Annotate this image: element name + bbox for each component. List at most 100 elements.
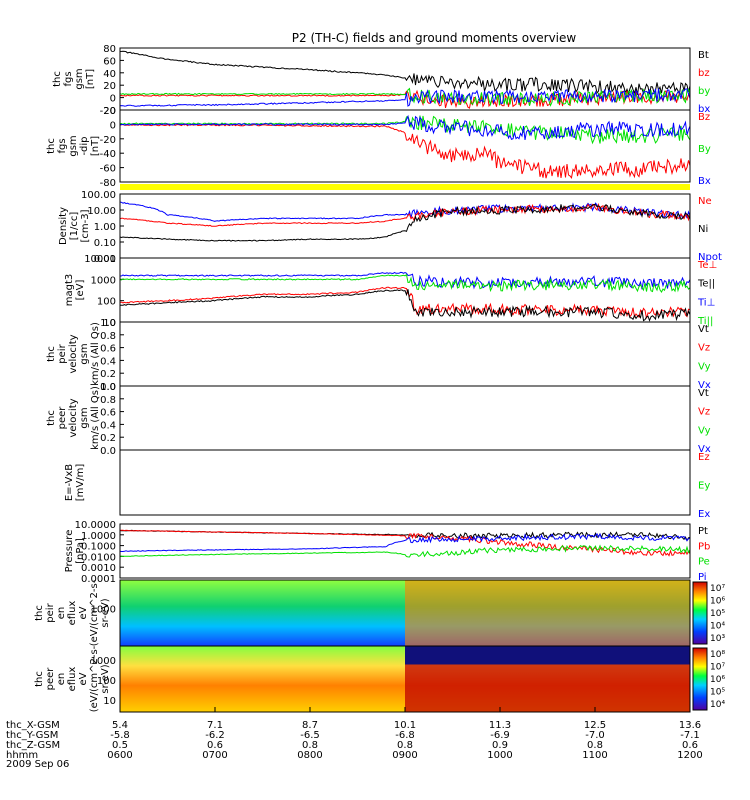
y-tick-label: -60 xyxy=(100,164,116,175)
series-line-by xyxy=(119,87,691,107)
y-axis-label: thcpeerenefluxeV(eV/(cm^2-s-sr-eV) xyxy=(34,645,111,712)
legend-entry: Pe xyxy=(698,557,710,568)
y-tick-label: 80 xyxy=(103,44,116,55)
y-axis-label: thcpeervelocitygsmkm/s (All Qs) xyxy=(46,386,101,450)
x-tick-label: 7.1 xyxy=(207,720,223,731)
legend-entry: by xyxy=(698,86,710,97)
panel-frame xyxy=(119,385,691,451)
y-tick-label: 40 xyxy=(103,69,116,80)
x-tick-label: 0.9 xyxy=(492,740,508,751)
colorbar-tick-label: 10⁷ xyxy=(710,584,725,594)
series-line-Te|| xyxy=(119,289,691,322)
legend-entry: Pb xyxy=(698,541,710,552)
series-line-Ne xyxy=(119,202,691,227)
y-tick-label: 1000 xyxy=(91,605,116,616)
y-tick-label: 1.0 xyxy=(100,318,116,329)
y-axis-label-line: [nPa] xyxy=(75,538,86,564)
x-tick-label: 0600 xyxy=(107,750,132,761)
x-tick-label: 0700 xyxy=(202,750,227,761)
y-axis-label-line: [eV] xyxy=(75,280,86,301)
y-axis-label: magt3[eV] xyxy=(64,274,86,307)
y-tick-label: 0.6 xyxy=(100,408,116,419)
series-line-Bt xyxy=(119,50,691,97)
x-tick-label: 0900 xyxy=(392,750,417,761)
x-tick-label: 1100 xyxy=(582,750,607,761)
y-axis-label-line: km/s (All Qs) xyxy=(90,386,101,450)
x-row-label: hhmm xyxy=(6,750,38,761)
y-axis-label-line: km/s (All Qs) xyxy=(90,322,101,386)
legend-entry: Pt xyxy=(698,526,708,537)
panel-frame xyxy=(119,523,691,579)
panel-9: 10⁷10⁶10⁵10⁴10³1000thcpeirenefluxeV(eV/(… xyxy=(34,579,725,647)
y-axis-label: Pressure[nPa] xyxy=(64,530,86,573)
y-tick-label: 0.6 xyxy=(100,344,116,355)
x-tick-label: 8.7 xyxy=(302,720,318,731)
y-axis-label: thcfgsgsm[nT] xyxy=(52,68,96,89)
y-tick-label: 0.01 xyxy=(94,254,116,265)
panel-frame xyxy=(119,449,691,516)
colorbar-tick-label: 10³ xyxy=(710,634,725,644)
colorbar xyxy=(692,647,708,711)
colorbar-tick-label: 10⁴ xyxy=(710,622,725,632)
series-line-Ni xyxy=(119,203,691,242)
colorbar-tick-label: 10⁶ xyxy=(710,675,725,685)
y-tick-label: 0.1000 xyxy=(81,542,116,553)
x-tick-label: -6.5 xyxy=(300,730,320,741)
y-axis-label: E=-VxB[mV/m] xyxy=(64,464,86,502)
figure-title: P2 (TH-C) fields and ground moments over… xyxy=(292,31,577,45)
y-axis-label-line: [1/cc] xyxy=(69,212,80,241)
y-tick-label: 10.0000 xyxy=(75,520,116,531)
legend-entry: Ez xyxy=(698,452,710,463)
x-tick-label: -6.8 xyxy=(395,730,415,741)
panel-frame xyxy=(119,47,691,111)
y-axis-label-line: Pressure xyxy=(64,530,75,573)
y-tick-label: 0.2 xyxy=(100,433,116,444)
y-tick-label: 10 xyxy=(103,318,116,329)
x-tick-label: 11.3 xyxy=(489,720,511,731)
legend-entry: Ti⊥ xyxy=(697,297,715,308)
colorbar xyxy=(692,581,708,645)
panel-frame xyxy=(119,321,691,387)
y-axis-label-line: Density xyxy=(58,207,69,245)
date-label: 2009 Sep 06 xyxy=(6,759,69,770)
y-axis-label-line: (eV/(cm^2-s- xyxy=(89,645,100,712)
legend-entry: Vy xyxy=(698,425,711,436)
y-axis-label-line: [nT] xyxy=(85,69,96,89)
x-tick-label: -6.2 xyxy=(205,730,225,741)
y-axis-label-line: fgs xyxy=(63,71,74,86)
series-line-Bz xyxy=(119,123,691,179)
legend-entry: Bz xyxy=(698,112,710,123)
x-tick-label: 13.6 xyxy=(679,720,701,731)
x-tick-label: -5.8 xyxy=(110,730,130,741)
series-line-Pb xyxy=(119,529,691,557)
x-tick-label: 1200 xyxy=(677,750,702,761)
y-tick-label: 0.2 xyxy=(100,369,116,380)
x-tick-label: 12.5 xyxy=(584,720,606,731)
x-tick-label: 0.8 xyxy=(587,740,603,751)
x-tick-label: 0.5 xyxy=(112,740,128,751)
x-tick-label: 1000 xyxy=(487,750,512,761)
x-tick-label: 5.4 xyxy=(112,720,128,731)
y-axis-label-line: thc xyxy=(34,605,45,621)
y-tick-label: 0 xyxy=(110,120,116,131)
legend-entry: Te|| xyxy=(697,279,715,290)
y-axis-label-line: gsm xyxy=(68,135,79,156)
series-line-bx xyxy=(119,88,691,107)
y-axis-label-line: [mV/m] xyxy=(75,464,86,502)
series-line-Pe xyxy=(119,544,691,558)
colorbar-tick-label: 10⁶ xyxy=(710,597,725,607)
y-axis-label-line: en xyxy=(56,673,67,686)
y-tick-label: 10 xyxy=(103,696,116,707)
y-axis-label-line: fgs xyxy=(57,138,68,153)
y-tick-label: 10.00 xyxy=(87,206,116,217)
panel-4: 10000 1000 100 10 magt3[eV] Te⊥ Te|| Ti⊥ Ti|| xyxy=(64,254,717,329)
legend-entry: bz xyxy=(698,68,710,79)
colorbar-tick-label: 10⁸ xyxy=(710,650,725,660)
legend-entry: Ex xyxy=(698,509,710,520)
spectrogram-region xyxy=(405,580,690,646)
y-tick-label: 1.00 xyxy=(94,222,116,233)
y-axis-label-line: E=-VxB xyxy=(64,464,75,501)
y-axis-label-line: [cm-3] xyxy=(80,209,91,242)
legend-entry: Vz xyxy=(698,343,710,354)
y-tick-label: 1.0 xyxy=(100,382,116,393)
